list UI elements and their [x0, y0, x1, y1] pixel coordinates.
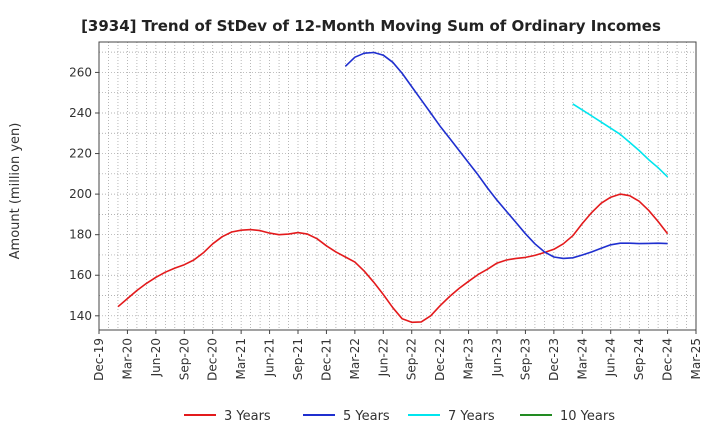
x-tick-label: Dec-24 [661, 338, 675, 381]
legend: 3 Years 5 Years 7 Years 10 Years [184, 409, 615, 424]
y-tick-label: 200 [69, 187, 92, 201]
x-tick-label: Jun-24 [604, 338, 618, 377]
plot-frame [98, 41, 697, 331]
x-tick-label: Sep-20 [177, 338, 191, 380]
series-line-0 [117, 193, 669, 324]
grid [99, 42, 696, 330]
x-tick-label: Mar-21 [234, 338, 248, 379]
x-tick-label: Sep-22 [405, 338, 419, 380]
x-tick-label: Mar-25 [689, 338, 703, 379]
x-tick-label: Sep-23 [518, 338, 532, 380]
series-layer [117, 51, 669, 324]
y-tick-label: 240 [69, 106, 92, 120]
x-tick-label: Jun-21 [263, 338, 277, 377]
x-tick-label: Jun-23 [490, 338, 504, 377]
x-tick-label: Dec-19 [92, 338, 106, 381]
x-tick-label: Mar-24 [575, 338, 589, 379]
legend-label: 7 Years [448, 409, 495, 424]
legend-label: 5 Years [343, 409, 390, 424]
x-tick-label: Jun-20 [149, 338, 163, 377]
y-tick-label: 220 [69, 147, 92, 161]
x-tick-label: Mar-23 [462, 338, 476, 379]
y-tick-label: 260 [69, 65, 92, 79]
series-line-2 [572, 103, 669, 178]
y-tick-label: 180 [69, 228, 92, 242]
x-tick-label: Dec-23 [547, 338, 561, 381]
y-tick-label: 160 [69, 268, 92, 282]
y-ticks: 140 160 180 200 220 240 260 [69, 65, 99, 323]
x-tick-label: Mar-22 [348, 338, 362, 379]
legend-label: 10 Years [560, 409, 615, 424]
x-ticks: Dec-19 Mar-20 Jun-20 Sep-20 Dec-20 Mar-21 Jun-… [92, 330, 703, 381]
x-tick-label: Jun-22 [376, 338, 390, 377]
x-tick-label: Sep-21 [291, 338, 305, 380]
y-axis-title: Amount (million yen) [8, 123, 23, 260]
x-tick-label: Dec-20 [206, 338, 220, 381]
y-tick-label: 140 [69, 309, 92, 323]
x-tick-label: Mar-20 [120, 338, 134, 379]
series-line-1 [344, 51, 668, 260]
legend-label: 3 Years [224, 409, 271, 424]
x-tick-label: Dec-21 [319, 338, 333, 381]
chart-title: [3934] Trend of StDev of 12-Month Moving… [81, 17, 661, 35]
x-tick-label: Sep-24 [632, 338, 646, 380]
x-tick-label: Dec-22 [433, 338, 447, 381]
